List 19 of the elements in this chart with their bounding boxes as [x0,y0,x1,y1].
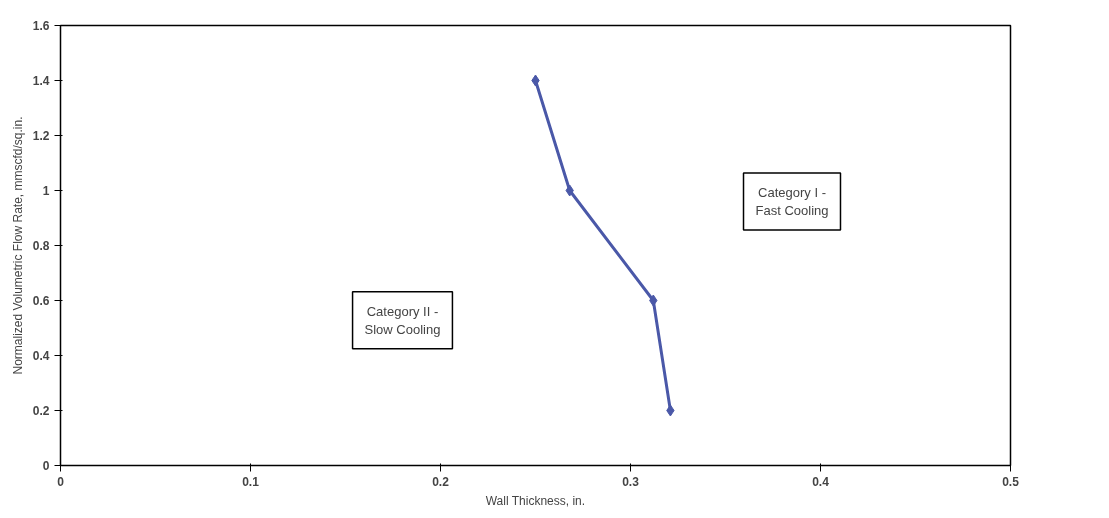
y-tick-label: 0.8 [32,239,50,253]
y-tick-label: 1.2 [32,129,50,143]
x-tick-label: 0.3 [622,474,640,489]
x-tick-label: 0.5 [1002,474,1020,489]
x-axis-title: Wall Thickness, in. [485,493,586,508]
x-tick-label: 0.2 [432,474,450,489]
y-tick-label: 1 [42,184,50,198]
x-tick-label: 0.4 [812,474,830,489]
y-axis-title: Normalized Volumetric Flow Rate, mmscfd/sq.in. [10,116,25,375]
y-tick-label: 1.6 [32,19,50,33]
y-tick-label: 0.6 [32,294,50,308]
y-tick-label: 0.2 [32,404,50,418]
y-tick-label: 1.4 [32,74,50,88]
x-tick-label: 0.1 [242,474,260,489]
annotation: Category I - Fast Cooling [755,185,829,218]
x-tick-label: 0 [57,474,65,489]
y-tick-label: 0 [42,459,50,473]
annotation: Category II - Slow Cooling [364,303,441,337]
y-tick-label: 0.4 [32,349,50,363]
